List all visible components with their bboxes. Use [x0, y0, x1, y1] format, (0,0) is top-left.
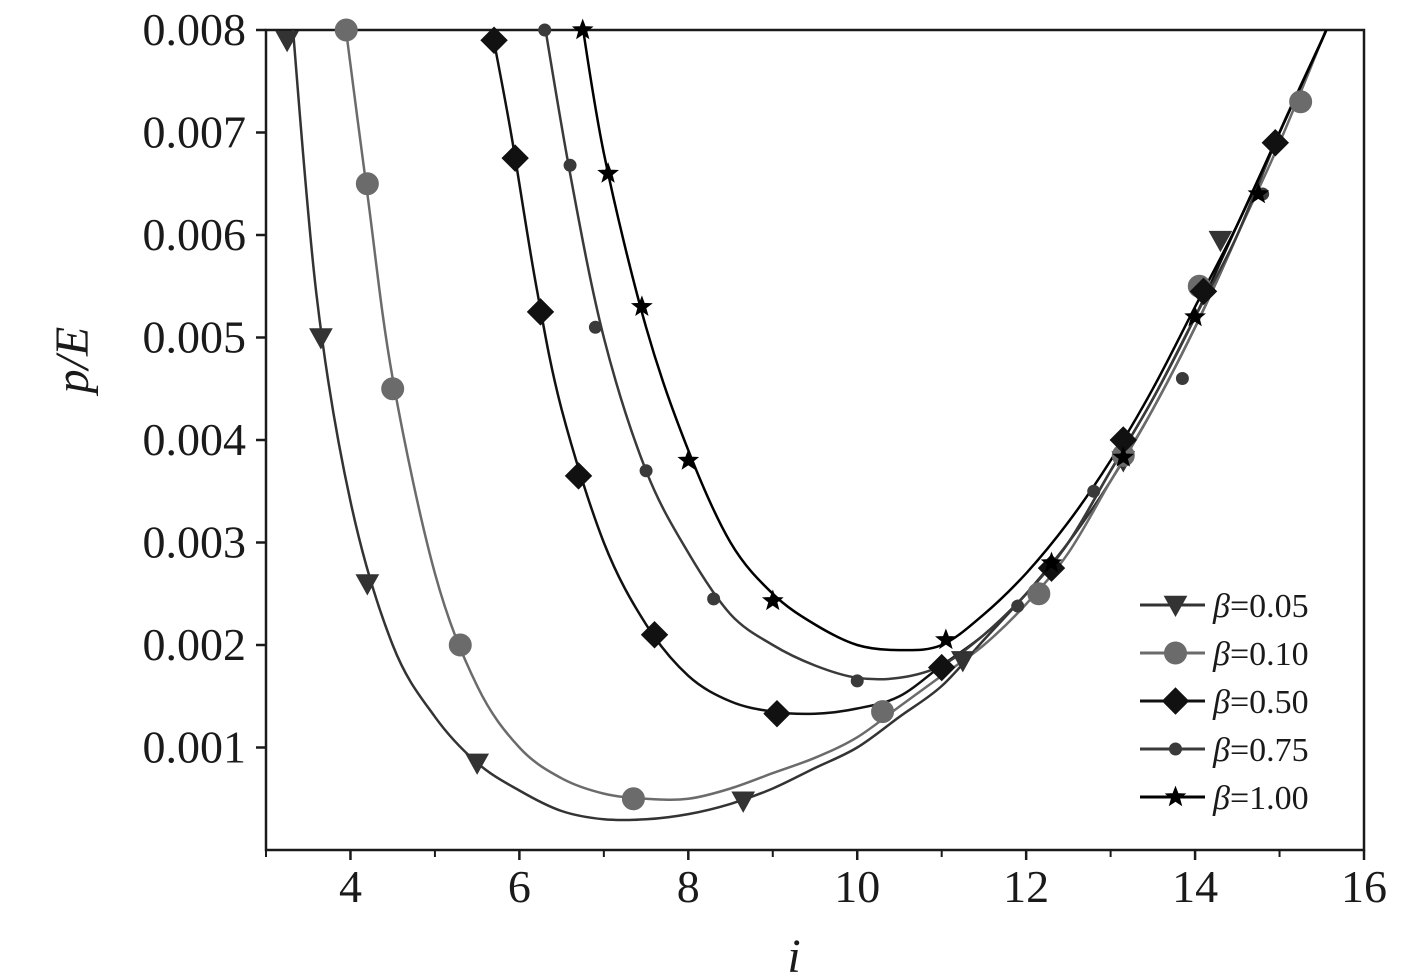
data-point: [731, 791, 756, 813]
data-point: [707, 592, 721, 606]
data-point: [563, 158, 577, 172]
data-point: [1112, 445, 1135, 467]
legend-marker: [1164, 785, 1187, 807]
legend-marker: [1164, 641, 1187, 665]
plot-frame: [264, 28, 1366, 852]
x-axis-title: i: [787, 930, 800, 977]
x-axis: 4 6 8 10 12 14 16: [265, 850, 1387, 912]
data-point: [1011, 599, 1025, 613]
data-point: [355, 574, 380, 596]
data-point: [1189, 277, 1218, 306]
series-line-4: [581, 30, 1328, 652]
x-tick-label: 14: [1172, 861, 1218, 912]
x-tick-label: 10: [834, 861, 880, 912]
axes: [264, 28, 1366, 852]
data-point: [640, 621, 669, 649]
data-point: [630, 295, 653, 316]
legend-symbol: β: [1212, 732, 1230, 769]
data-point: [597, 162, 619, 183]
data-point: [309, 328, 333, 350]
data-point: [480, 26, 508, 54]
data-point: [927, 653, 956, 682]
data-point: [1087, 484, 1101, 498]
y-tick-label: 0.002: [143, 619, 247, 670]
y-tick-label: 0.007: [143, 107, 247, 158]
data-point: [564, 462, 593, 490]
legend-value: =0.75: [1230, 732, 1309, 769]
legend-value: =0.50: [1230, 684, 1309, 721]
legend-label: β=0.10: [1212, 636, 1309, 673]
legend-symbol: β: [1212, 636, 1230, 673]
y-tick-label: 0.006: [143, 209, 247, 260]
data-point: [538, 23, 552, 37]
legend-marker: [1169, 742, 1182, 756]
data-point: [501, 144, 529, 172]
data-point: [677, 449, 700, 470]
legend-marker: [1161, 687, 1190, 715]
data-point: [381, 377, 405, 401]
data-point: [761, 589, 784, 611]
data-point: [1247, 182, 1270, 204]
data-point: [1175, 372, 1189, 385]
series-markers: [275, 18, 1313, 813]
data-point: [465, 753, 490, 775]
data-point: [1040, 551, 1063, 573]
data-point: [1289, 90, 1313, 114]
x-tick-label: 8: [677, 861, 700, 912]
data-point: [850, 674, 864, 688]
y-tick-label: 0.004: [143, 414, 247, 465]
data-point: [1208, 230, 1233, 253]
data-point: [621, 787, 645, 811]
legend-label: β=1.00: [1212, 780, 1309, 817]
legend-symbol: β: [1212, 684, 1230, 721]
series-line-1: [344, 30, 1328, 802]
data-point: [275, 30, 299, 53]
series-line-3: [544, 30, 1328, 681]
data-point: [639, 464, 653, 478]
data-point: [1027, 582, 1051, 606]
legend-marker: [1163, 595, 1188, 618]
legend-value: =0.05: [1230, 588, 1309, 625]
y-tick-label: 0.001: [143, 722, 247, 773]
series-line-2: [490, 30, 1328, 716]
data-point: [588, 320, 602, 334]
data-point: [334, 18, 358, 42]
y-tick-label: 0.003: [143, 517, 247, 568]
data-point: [448, 633, 472, 657]
legend-label: β=0.75: [1212, 732, 1309, 769]
legend: β=0.05β=0.10β=0.50β=0.75β=1.00: [1140, 588, 1309, 817]
legend-value: =0.10: [1230, 636, 1309, 673]
legend-label: β=0.05: [1212, 588, 1309, 625]
data-point: [571, 18, 594, 40]
data-point: [950, 651, 975, 673]
data-point: [355, 172, 379, 196]
legend-value: =1.00: [1230, 780, 1309, 817]
data-point: [871, 700, 895, 724]
data-point: [935, 628, 957, 650]
y-tick-label: 0.005: [143, 312, 247, 363]
legend-symbol: β: [1212, 588, 1230, 625]
data-point: [1184, 305, 1206, 327]
x-tick-label: 4: [339, 861, 362, 912]
legend-symbol: β: [1212, 780, 1230, 817]
data-point: [526, 298, 555, 326]
y-tick-label: 0.008: [143, 4, 247, 55]
y-axis: 0.001 0.002 0.003 0.004 0.005 0.006 0.007 0.008: [143, 4, 266, 773]
x-tick-label: 12: [1003, 861, 1049, 912]
x-tick-label: 6: [508, 861, 531, 912]
legend-label: β=0.50: [1212, 684, 1309, 721]
y-axis-title: p/E: [46, 327, 99, 397]
x-tick-label: 16: [1341, 861, 1387, 912]
data-point: [1261, 129, 1290, 157]
data-point: [763, 699, 791, 728]
